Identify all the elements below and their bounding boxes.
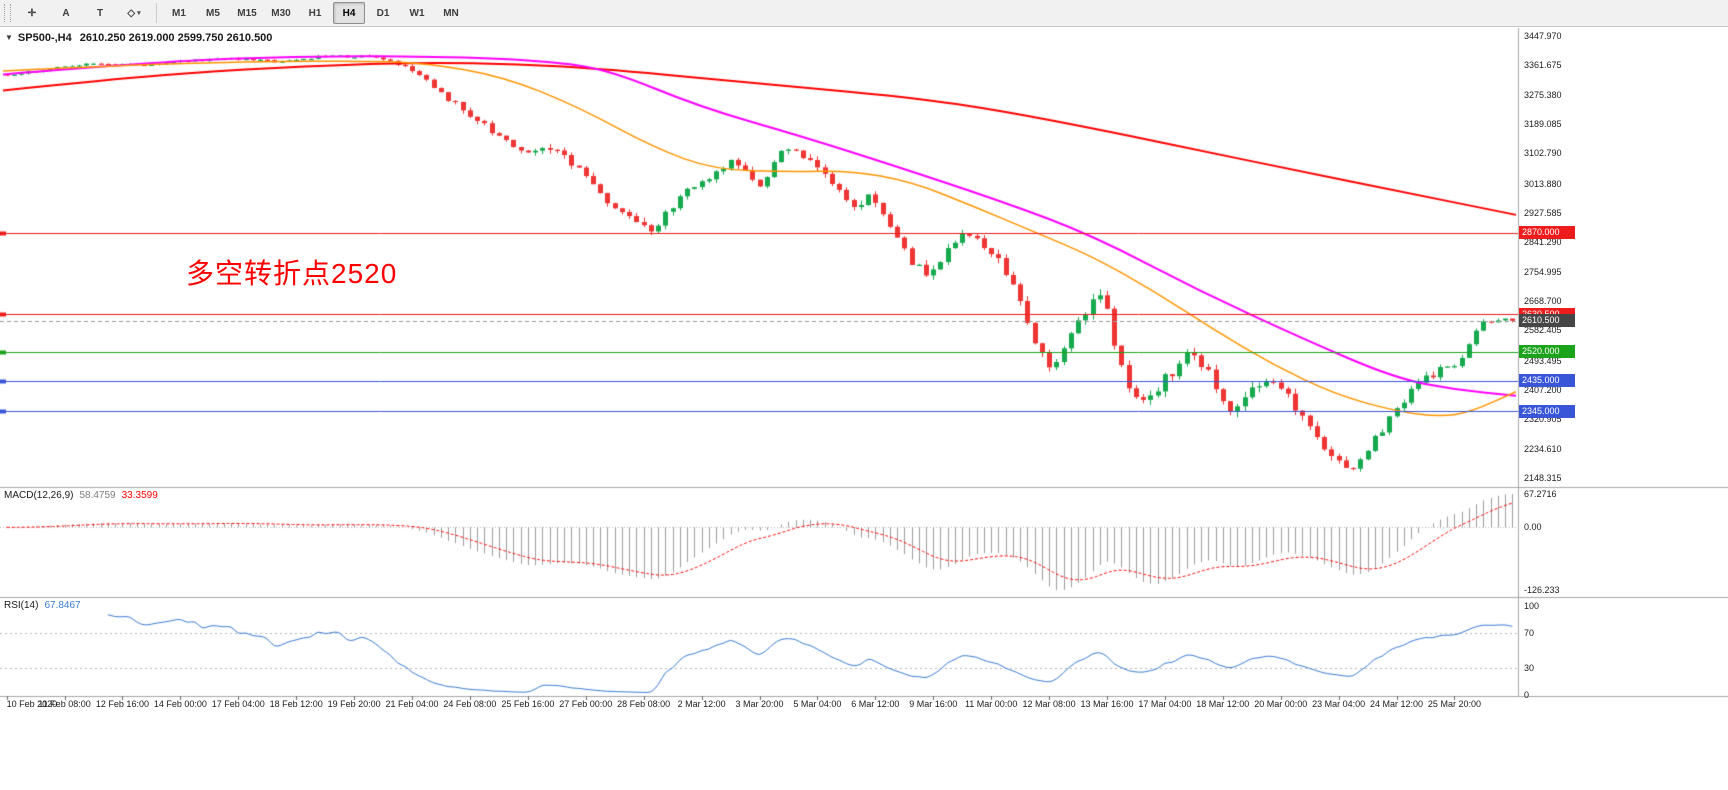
timeframe-mn-button[interactable]: MN: [443, 7, 459, 19]
chart-annotation-text: 多空转折点2520: [186, 258, 398, 289]
price-axis-label: 2320.905: [1524, 414, 1562, 425]
timeframe-h4-button[interactable]: H4: [333, 2, 365, 24]
timeframes-group: M1 M5 M15 M30 H1 H4 D1 W1 MN: [162, 2, 468, 24]
time-axis-label: 23 Mar 04:00: [1312, 699, 1366, 709]
macd-axis-label: -126.233: [1524, 585, 1560, 595]
timeframe-m15-button[interactable]: M15: [237, 7, 257, 19]
price-axis-label: 2148.315: [1524, 473, 1562, 483]
macd-main-value: 58.4759: [79, 490, 116, 501]
time-axis-label: 3 Mar 20:00: [735, 699, 784, 709]
price-axis-label: 2582.405: [1524, 325, 1562, 336]
collapse-chart-icon[interactable]: ▼: [5, 33, 13, 42]
toolbar-grip[interactable]: [4, 4, 11, 22]
time-axis-label: 19 Feb 20:00: [327, 699, 381, 709]
price-tag-2435.000: 2435.000: [1519, 374, 1575, 387]
dropdown-caret-icon: ▾: [137, 10, 141, 17]
time-axis-label: 27 Feb 00:00: [559, 699, 613, 709]
time-axis-label: 11 Mar 00:00: [964, 699, 1018, 709]
time-axis-label: 25 Mar 20:00: [1427, 699, 1481, 709]
rsi-indicator-label: RSI(14) 67.8467: [4, 600, 87, 611]
text-tool-icon: T: [96, 7, 104, 19]
time-axis-label: 14 Feb 00:00: [153, 699, 207, 709]
time-axis-label: 2 Mar 12:00: [677, 699, 726, 709]
timeframe-w1-button[interactable]: W1: [409, 7, 425, 19]
price-axis-label: 3447.970: [1524, 31, 1562, 41]
text-annotation-tool-icon: A: [62, 7, 70, 19]
price-axis-label: 3189.085: [1524, 119, 1562, 130]
time-axis-label: 24 Feb 08:00: [443, 699, 497, 709]
time-axis-label: 10 Feb 2020: [6, 699, 58, 709]
chart-title: ▼ SP500-,H4 2610.250 2619.000 2599.750 261…: [5, 32, 272, 44]
crosshair-tool-button[interactable]: ✛: [16, 2, 48, 24]
timeframe-d1-button[interactable]: D1: [376, 7, 390, 19]
price-axis-label: 3361.675: [1524, 60, 1562, 71]
rsi-name: RSI(14): [4, 600, 39, 611]
toolbar-separator: [156, 3, 157, 23]
rsi-axis-label: 0: [1524, 690, 1530, 700]
time-axis-label: 5 Mar 04:00: [793, 699, 842, 709]
time-axis-label: 17 Feb 04:00: [211, 699, 265, 709]
time-axis-label: 28 Feb 08:00: [617, 699, 671, 709]
time-axis-label: 17 Mar 04:00: [1138, 699, 1192, 709]
toolbar: ✛ A T ◇ ▾ M1 M5 M15 M30 H1 H4 D1 W1 MN: [0, 0, 1728, 27]
timeframe-h1-button[interactable]: H1: [308, 7, 322, 19]
time-axis-label: 11 Feb 08:00: [38, 699, 91, 709]
timeframe-m5-button[interactable]: M5: [206, 7, 220, 19]
macd-axis-label: 67.2716: [1524, 489, 1557, 499]
rsi-value: 67.8467: [44, 600, 81, 611]
time-axis-label: 12 Mar 08:00: [1022, 699, 1076, 709]
timeframe-m30-button[interactable]: M30: [271, 7, 291, 19]
price-tag-2345.000: 2345.000: [1519, 404, 1575, 418]
price-chart-canvas[interactable]: [0, 28, 1728, 790]
price-axis-label: 2927.585: [1524, 207, 1562, 218]
shapes-dropdown-icon: ◇: [127, 7, 136, 19]
time-axis-label: 18 Mar 12:00: [1196, 699, 1250, 709]
drawing-tools-group: ✛ A T ◇ ▾: [15, 2, 151, 24]
price-tag-2870.000: 2870.000: [1519, 226, 1575, 240]
macd-indicator-label: MACD(12,26,9) 58.4759 33.3599: [4, 490, 164, 501]
time-axis-label: 25 Feb 16:00: [501, 699, 555, 709]
time-axis-label: 12 Feb 16:00: [95, 699, 149, 709]
price-axis-label: 2493.495: [1524, 355, 1562, 366]
text-annotation-tool-button[interactable]: A: [50, 2, 82, 24]
price-axis-label: 2754.995: [1524, 266, 1562, 277]
rsi-axis-label: 30: [1524, 663, 1535, 674]
time-axis-label: 24 Mar 12:00: [1370, 699, 1424, 709]
macd-axis-label: 0.00: [1524, 522, 1542, 533]
price-tag-2520.000: 2520.000: [1519, 345, 1575, 359]
price-axis-label: 3275.380: [1524, 89, 1562, 100]
text-tool-button[interactable]: T: [84, 2, 116, 24]
price-axis-label: 2407.200: [1524, 384, 1562, 395]
rsi-axis-label: 100: [1524, 601, 1540, 611]
timeframe-m1-button[interactable]: M1: [172, 7, 186, 19]
time-axis-label: 13 Mar 16:00: [1080, 699, 1134, 709]
price-tag-2610.500: 2610.500: [1519, 314, 1575, 328]
chart-ohlc-values: 2610.250 2619.000 2599.750 2610.500: [79, 32, 273, 44]
time-axis-label: 6 Mar 12:00: [851, 699, 900, 709]
macd-name: MACD(12,26,9): [4, 490, 74, 501]
time-axis-label: 18 Feb 12:00: [269, 699, 323, 709]
time-axis-label: 9 Mar 16:00: [909, 699, 958, 709]
shapes-dropdown-button[interactable]: ◇ ▾: [118, 2, 150, 24]
time-axis-label: 21 Feb 04:00: [385, 699, 439, 709]
price-axis-label: 2668.700: [1524, 296, 1562, 307]
price-axis-label: 2234.610: [1524, 443, 1562, 454]
macd-signal-value: 33.3599: [121, 490, 158, 501]
crosshair-tool-icon: ✛: [27, 7, 37, 19]
price-axis-label: 2841.290: [1524, 237, 1562, 248]
time-axis-label: 20 Mar 00:00: [1254, 699, 1308, 709]
price-axis-label: 3013.880: [1524, 178, 1562, 189]
chart-area[interactable]: ▼ SP500-,H4 2610.250 2619.000 2599.750 261…: [0, 28, 1728, 790]
price-axis-label: 3102.790: [1524, 148, 1562, 159]
rsi-axis-label: 70: [1524, 627, 1535, 638]
chart-symbol-timeframe: SP500-,H4: [17, 32, 72, 44]
